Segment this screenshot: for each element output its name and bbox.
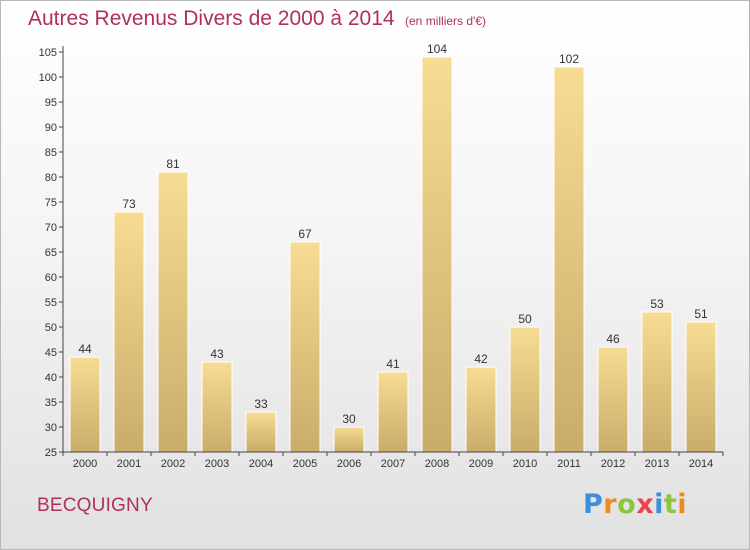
x-tick-label: 2008 bbox=[425, 458, 449, 470]
bar bbox=[465, 366, 497, 453]
labels-layer: 44 2000 73 2001 81 2002 43 2003 33 2004 67 2005 30 20… bbox=[39, 42, 714, 470]
value-label: 33 bbox=[254, 397, 268, 411]
value-label: 73 bbox=[122, 197, 136, 211]
bar bbox=[641, 311, 673, 453]
value-label: 51 bbox=[694, 307, 708, 321]
y-tick-label: 90 bbox=[45, 122, 57, 134]
bar bbox=[685, 321, 717, 453]
y-tick-label: 75 bbox=[45, 197, 57, 209]
x-tick-label: 2002 bbox=[161, 458, 185, 470]
y-tick-label: 45 bbox=[45, 347, 57, 359]
x-tick-label: 2000 bbox=[73, 458, 97, 470]
y-tick-label: 105 bbox=[39, 47, 57, 59]
x-tick-label: 2003 bbox=[205, 458, 229, 470]
logo-letter: x bbox=[636, 489, 655, 520]
y-tick-label: 25 bbox=[45, 447, 57, 459]
axis-layer bbox=[59, 46, 724, 456]
bar bbox=[201, 361, 233, 453]
value-label: 43 bbox=[210, 347, 224, 361]
bar bbox=[553, 66, 585, 453]
bar bbox=[421, 56, 453, 453]
bar bbox=[333, 426, 365, 453]
bar bbox=[113, 211, 145, 453]
bar bbox=[289, 241, 321, 453]
chart-title: Autres Revenus Divers de 2000 à 2014 bbox=[28, 7, 395, 30]
x-tick-label: 2006 bbox=[337, 458, 361, 470]
y-tick-label: 60 bbox=[45, 272, 57, 284]
x-tick-label: 2010 bbox=[513, 458, 537, 470]
y-tick-label: 65 bbox=[45, 247, 57, 259]
bar bbox=[377, 371, 409, 453]
bar bbox=[245, 411, 277, 453]
y-tick-label: 40 bbox=[45, 372, 57, 384]
x-tick-label: 2012 bbox=[601, 458, 625, 470]
bars-layer bbox=[69, 56, 717, 453]
logo-letter: P bbox=[583, 489, 604, 520]
y-tick-label: 80 bbox=[45, 172, 57, 184]
proxiti-logo: Proxiti bbox=[583, 489, 687, 520]
value-label: 41 bbox=[386, 357, 400, 371]
y-tick-label: 30 bbox=[45, 422, 57, 434]
logo-letter: t bbox=[663, 489, 678, 520]
value-label: 44 bbox=[78, 342, 92, 356]
value-label: 102 bbox=[559, 52, 579, 66]
x-tick-label: 2014 bbox=[689, 458, 713, 470]
y-tick-label: 70 bbox=[45, 222, 57, 234]
logo-letter: i bbox=[677, 489, 688, 520]
bar bbox=[157, 171, 189, 453]
x-tick-label: 2004 bbox=[249, 458, 273, 470]
logo-letter: r bbox=[603, 489, 618, 520]
value-label: 53 bbox=[650, 297, 664, 311]
value-label: 46 bbox=[606, 332, 620, 346]
value-label: 42 bbox=[474, 352, 488, 366]
value-label: 81 bbox=[166, 157, 180, 171]
x-tick-label: 2011 bbox=[557, 458, 581, 470]
chart-unit: (en milliers d'€) bbox=[405, 14, 486, 28]
bar bbox=[597, 346, 629, 453]
y-tick-label: 35 bbox=[45, 397, 57, 409]
bar bbox=[69, 356, 101, 453]
x-tick-label: 2009 bbox=[469, 458, 493, 470]
x-tick-label: 2007 bbox=[381, 458, 405, 470]
bar bbox=[509, 326, 541, 453]
logo-letter: o bbox=[617, 489, 637, 520]
value-label: 50 bbox=[518, 312, 532, 326]
logo-letter: i bbox=[654, 489, 664, 520]
x-tick-label: 2013 bbox=[645, 458, 669, 470]
title-block: Autres Revenus Divers de 2000 à 2014 (en… bbox=[28, 7, 486, 31]
town-name: BECQUIGNY bbox=[37, 495, 153, 516]
y-tick-label: 50 bbox=[45, 322, 57, 334]
y-tick-label: 100 bbox=[39, 72, 57, 84]
value-label: 30 bbox=[342, 412, 356, 426]
y-tick-label: 55 bbox=[45, 297, 57, 309]
x-tick-label: 2001 bbox=[117, 458, 141, 470]
y-tick-label: 95 bbox=[45, 97, 57, 109]
x-tick-label: 2005 bbox=[293, 458, 317, 470]
y-tick-label: 85 bbox=[45, 147, 57, 159]
value-label: 104 bbox=[427, 42, 447, 56]
value-label: 67 bbox=[298, 227, 312, 241]
